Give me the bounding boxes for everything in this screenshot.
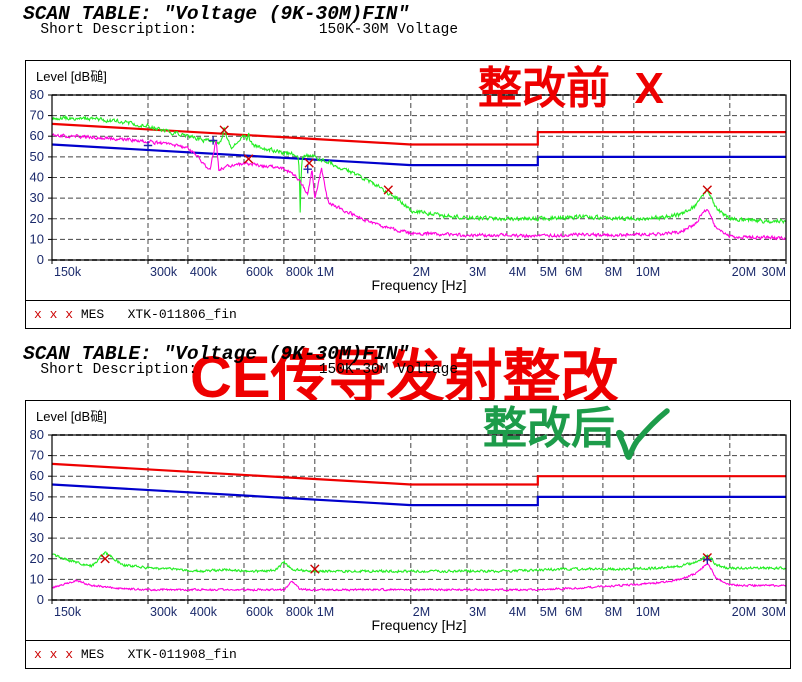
svg-text:10M: 10M: [636, 265, 660, 279]
svg-text:6M: 6M: [565, 265, 582, 279]
svg-text:20M: 20M: [732, 605, 756, 619]
svg-text:50: 50: [30, 489, 44, 504]
svg-text:600k: 600k: [246, 265, 274, 279]
svg-text:20: 20: [30, 551, 44, 566]
svg-text:0: 0: [37, 592, 44, 607]
svg-text:300k: 300k: [150, 605, 178, 619]
svg-text:3M: 3M: [469, 265, 486, 279]
svg-text:1M: 1M: [317, 265, 334, 279]
svg-text:80: 80: [30, 87, 44, 102]
svg-text:5M: 5M: [540, 265, 557, 279]
svg-text:30: 30: [30, 190, 44, 205]
svg-text:150k: 150k: [54, 265, 82, 279]
svg-text:10M: 10M: [636, 605, 660, 619]
svg-text:4M: 4M: [509, 265, 526, 279]
svg-text:1M: 1M: [317, 605, 334, 619]
svg-text:800k: 800k: [286, 265, 314, 279]
svg-text:10: 10: [30, 571, 44, 586]
svg-text:20: 20: [30, 211, 44, 226]
svg-text:40: 40: [30, 510, 44, 525]
svg-text:8M: 8M: [605, 605, 622, 619]
svg-text:30M: 30M: [762, 605, 786, 619]
svg-text:80: 80: [30, 427, 44, 442]
svg-text:60: 60: [30, 128, 44, 143]
svg-text:30M: 30M: [762, 265, 786, 279]
svg-text:150k: 150k: [54, 605, 82, 619]
svg-text:70: 70: [30, 108, 44, 123]
svg-text:4M: 4M: [509, 605, 526, 619]
svg-text:3M: 3M: [469, 605, 486, 619]
svg-text:800k: 800k: [286, 605, 314, 619]
svg-text:40: 40: [30, 170, 44, 185]
svg-text:50: 50: [30, 149, 44, 164]
svg-text:0: 0: [37, 252, 44, 267]
svg-text:400k: 400k: [190, 605, 218, 619]
svg-text:10: 10: [30, 231, 44, 246]
svg-text:Frequency [Hz]: Frequency [Hz]: [372, 617, 467, 633]
svg-text:6M: 6M: [565, 605, 582, 619]
svg-text:5M: 5M: [540, 605, 557, 619]
svg-text:30: 30: [30, 530, 44, 545]
svg-text:8M: 8M: [605, 265, 622, 279]
svg-text:20M: 20M: [732, 265, 756, 279]
svg-text:Frequency [Hz]: Frequency [Hz]: [372, 277, 467, 293]
svg-text:70: 70: [30, 448, 44, 463]
svg-text:600k: 600k: [246, 605, 274, 619]
svg-text:400k: 400k: [190, 265, 218, 279]
svg-text:60: 60: [30, 468, 44, 483]
svg-text:300k: 300k: [150, 265, 178, 279]
